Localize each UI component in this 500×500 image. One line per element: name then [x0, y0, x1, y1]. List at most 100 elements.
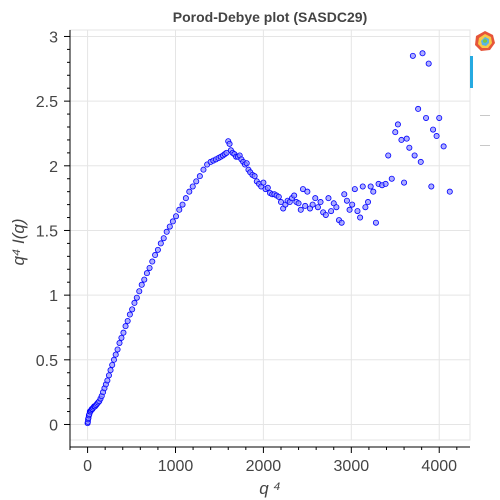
data-point[interactable]: [398, 136, 405, 143]
data-point[interactable]: [341, 191, 348, 198]
data-point[interactable]: [354, 208, 361, 215]
data-point[interactable]: [433, 133, 440, 140]
data-point[interactable]: [176, 206, 183, 213]
data-point[interactable]: [109, 361, 116, 368]
data-point[interactable]: [116, 339, 123, 346]
data-point[interactable]: [343, 197, 350, 204]
reset-tool-icon[interactable]: [478, 133, 492, 159]
data-point[interactable]: [423, 114, 430, 121]
data-point[interactable]: [223, 149, 230, 156]
data-point[interactable]: [173, 213, 180, 220]
data-point[interactable]: [243, 160, 250, 167]
data-point[interactable]: [370, 188, 377, 195]
data-point[interactable]: [157, 240, 164, 247]
data-point[interactable]: [411, 152, 418, 159]
scatter-points[interactable]: [84, 50, 453, 427]
data-point[interactable]: [388, 175, 395, 182]
data-point[interactable]: [129, 306, 136, 313]
data-point[interactable]: [104, 377, 111, 384]
data-point[interactable]: [133, 294, 140, 301]
data-point[interactable]: [118, 334, 125, 341]
data-point[interactable]: [299, 186, 306, 193]
data-point[interactable]: [333, 204, 340, 211]
data-point[interactable]: [328, 208, 335, 215]
data-point[interactable]: [385, 152, 392, 159]
data-point[interactable]: [107, 367, 114, 374]
data-point[interactable]: [349, 201, 356, 208]
data-point[interactable]: [193, 178, 200, 185]
data-point[interactable]: [149, 258, 156, 265]
data-point[interactable]: [152, 252, 159, 259]
zoom-tool-icon[interactable]: [478, 103, 492, 129]
data-point[interactable]: [312, 195, 319, 202]
data-point[interactable]: [338, 219, 345, 226]
data-point[interactable]: [275, 193, 282, 200]
data-point[interactable]: [314, 204, 321, 211]
data-point[interactable]: [291, 192, 298, 199]
data-point[interactable]: [317, 199, 324, 206]
data-point[interactable]: [425, 60, 432, 67]
data-point[interactable]: [351, 186, 358, 193]
data-point[interactable]: [392, 129, 399, 136]
data-point[interactable]: [436, 114, 443, 121]
data-point[interactable]: [226, 140, 233, 147]
data-point[interactable]: [122, 323, 129, 330]
data-point[interactable]: [126, 311, 133, 318]
data-point[interactable]: [394, 121, 401, 128]
data-point[interactable]: [304, 188, 311, 195]
data-point[interactable]: [401, 179, 408, 186]
data-point[interactable]: [131, 299, 138, 306]
data-point[interactable]: [160, 235, 167, 242]
data-point[interactable]: [446, 188, 453, 195]
data-point[interactable]: [105, 372, 112, 379]
data-point[interactable]: [169, 218, 176, 225]
data-point[interactable]: [302, 202, 309, 209]
data-point[interactable]: [346, 206, 353, 213]
data-point[interactable]: [428, 183, 435, 190]
data-point[interactable]: [114, 346, 121, 353]
data-point[interactable]: [186, 188, 193, 195]
data-point[interactable]: [138, 281, 145, 288]
data-point[interactable]: [112, 351, 119, 358]
data-point[interactable]: [417, 158, 424, 165]
data-point[interactable]: [154, 246, 161, 253]
data-point[interactable]: [136, 288, 143, 295]
data-point[interactable]: [325, 195, 332, 202]
data-point[interactable]: [182, 195, 189, 202]
data-point[interactable]: [415, 105, 422, 112]
data-point[interactable]: [166, 223, 173, 230]
data-point[interactable]: [382, 180, 389, 187]
data-point[interactable]: [120, 329, 127, 336]
data-point[interactable]: [440, 143, 447, 150]
data-point[interactable]: [295, 200, 302, 207]
bokeh-logo-icon[interactable]: [474, 30, 496, 52]
data-point[interactable]: [406, 144, 413, 151]
data-point[interactable]: [409, 52, 416, 59]
data-point[interactable]: [163, 228, 170, 235]
data-point[interactable]: [357, 214, 364, 221]
data-point[interactable]: [141, 276, 148, 283]
data-point[interactable]: [419, 50, 426, 57]
data-point[interactable]: [367, 183, 374, 190]
data-point[interactable]: [372, 219, 379, 226]
data-point[interactable]: [359, 183, 366, 190]
data-point[interactable]: [110, 356, 117, 363]
data-point[interactable]: [362, 204, 369, 211]
data-point[interactable]: [277, 199, 284, 206]
data-point[interactable]: [143, 270, 150, 277]
data-point[interactable]: [260, 179, 267, 186]
data-point[interactable]: [189, 183, 196, 190]
data-point[interactable]: [264, 184, 271, 191]
data-point[interactable]: [365, 199, 372, 206]
data-point[interactable]: [297, 206, 304, 213]
data-point[interactable]: [430, 126, 437, 133]
data-point[interactable]: [146, 264, 153, 271]
data-point[interactable]: [196, 173, 203, 180]
data-point[interactable]: [403, 135, 410, 142]
data-point[interactable]: [124, 318, 131, 325]
data-point[interactable]: [322, 211, 329, 218]
data-point[interactable]: [251, 173, 258, 180]
data-point[interactable]: [179, 201, 186, 208]
data-point[interactable]: [200, 166, 207, 173]
data-point[interactable]: [309, 201, 316, 208]
